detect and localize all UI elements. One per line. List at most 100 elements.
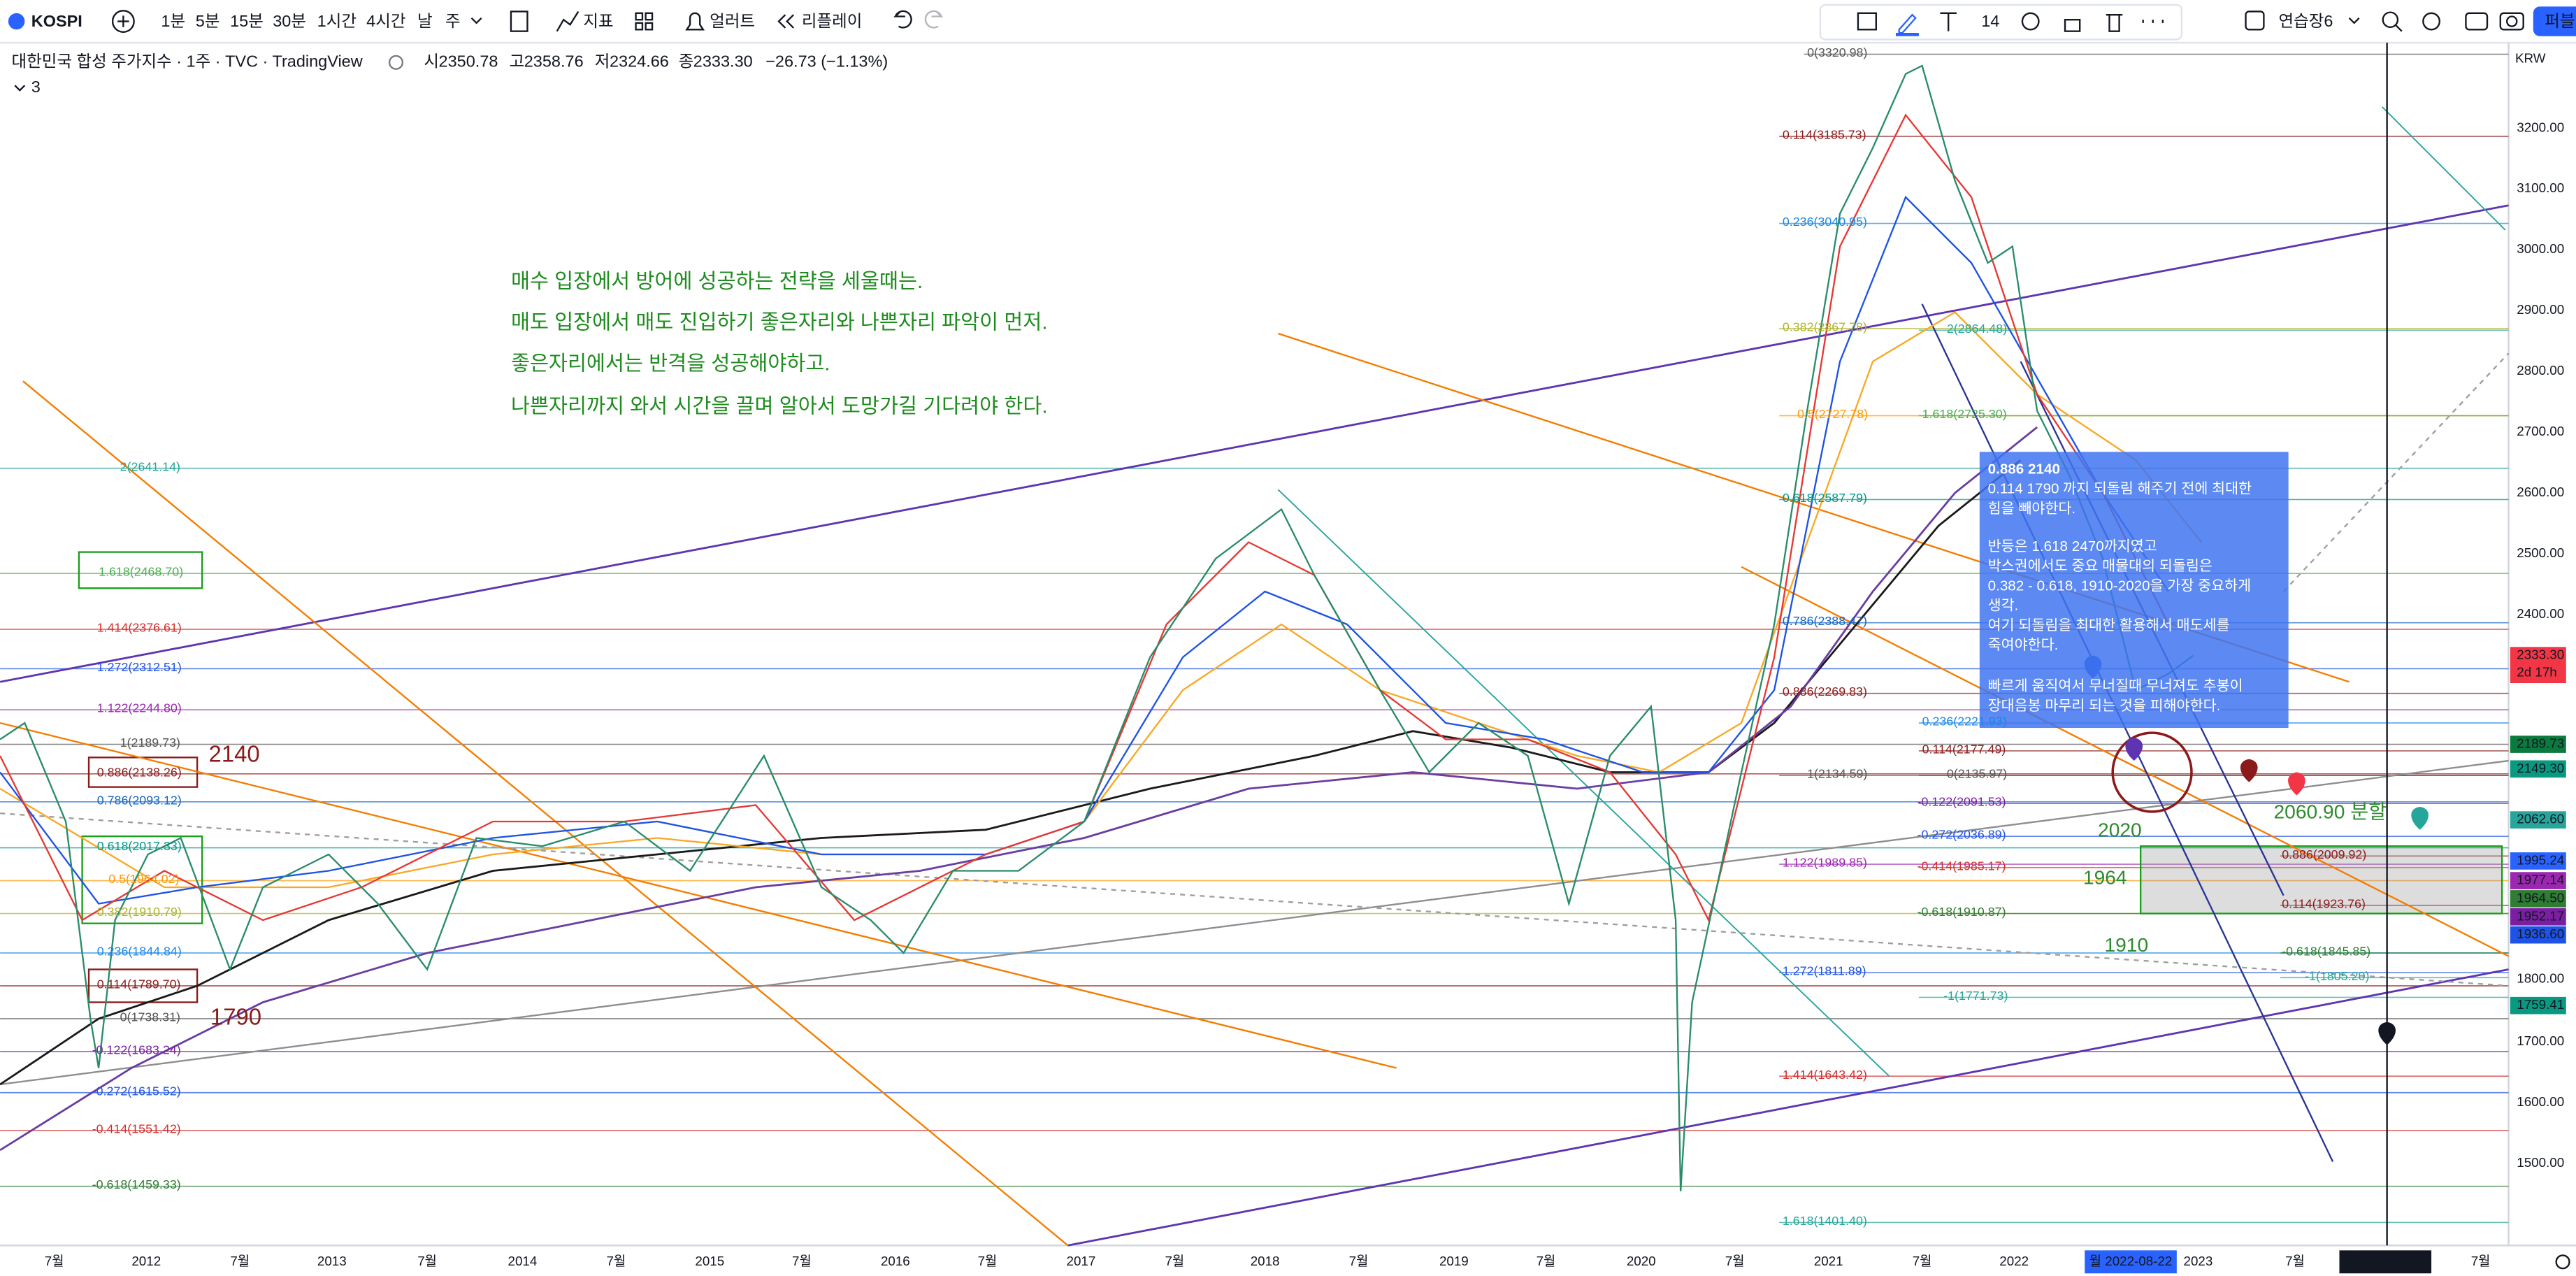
time-tick-label: 7월: [792, 1254, 812, 1268]
ohlc-value: 2333.30: [693, 52, 753, 71]
fib-label: 0.114(1789.70): [97, 977, 181, 991]
time-badge-label: 월 2024-01-01: [2344, 1254, 2427, 1268]
price-tick-label: 3100.00: [2517, 180, 2564, 195]
price-badge: [2510, 908, 2566, 926]
fib-label: 0.114(1923.76): [2282, 896, 2366, 910]
fib-label: 0(3320.98): [1807, 45, 1867, 59]
interval-button[interactable]: 30분: [273, 12, 306, 30]
price-tick-label: 1600.00: [2517, 1094, 2564, 1109]
time-tick-label: 2022: [1999, 1254, 2029, 1268]
pin-marker[interactable]: [2125, 738, 2143, 761]
publish-button[interactable]: [2533, 6, 2576, 36]
lock-tool[interactable]: [2064, 19, 2081, 32]
fib-label: 0.786(2388.47): [1783, 614, 1867, 628]
moving-average: [0, 426, 2038, 1152]
ohlc-value: 2324.66: [610, 52, 669, 71]
time-tick-label: 2023: [2184, 1254, 2213, 1268]
fib-label: 0.5(1964.02): [108, 872, 179, 886]
font-size-button[interactable]: 14: [1981, 12, 1999, 30]
price-badge-label: 2189.73: [2517, 736, 2564, 751]
memo-text: 생각.: [1988, 598, 2019, 614]
redo-button[interactable]: [924, 10, 944, 29]
replay-button[interactable]: 리플레이: [802, 12, 862, 30]
indicators-button[interactable]: 지표: [583, 12, 613, 30]
note-text: 좋은자리에서는 반격을 성공해야하고.: [511, 352, 830, 375]
pin-marker[interactable]: [2411, 806, 2429, 830]
interval-button[interactable]: 1시간: [317, 12, 357, 30]
layout-menu[interactable]: [2348, 17, 2360, 24]
undo-button[interactable]: [893, 10, 912, 29]
templates-icon: [645, 12, 654, 21]
interval-button[interactable]: 15분: [230, 12, 264, 30]
chart-area: [0, 43, 2576, 1247]
note-text: 나쁜자리까지 와서 시간을 끌며 알아서 도망가길 기다려야 한다.: [511, 395, 1048, 418]
fib-label: 1.122(2244.80): [97, 701, 182, 715]
fib-label: 1(2134.59): [1807, 767, 1867, 781]
fib-label: 0.114(3185.73): [1783, 128, 1866, 142]
delete-tool[interactable]: [2106, 13, 2123, 32]
text-color-tool[interactable]: [1940, 12, 1957, 31]
time-tick-label: 2016: [881, 1254, 910, 1268]
memo-text: 박스권에서도 중요 매물대의 되돌림은: [1988, 558, 2212, 574]
alert-icon: [685, 12, 705, 31]
time-tick-label: 7월: [2285, 1254, 2305, 1268]
pin-marker[interactable]: [2288, 772, 2305, 796]
level-label: 1790: [210, 1004, 261, 1030]
price-badge-label: 2062.60: [2517, 812, 2564, 826]
interval-menu[interactable]: [470, 17, 482, 24]
time-tick-label: 7월: [2471, 1254, 2491, 1268]
fib-label: 1.122(1989.85): [1783, 856, 1867, 870]
time-tick-label: 2017: [1067, 1254, 1096, 1268]
line-color-tool[interactable]: [1898, 13, 1917, 34]
settings-button[interactable]: [2422, 12, 2441, 31]
price-tick-label: 3200.00: [2517, 120, 2564, 134]
fib-label: -1(1805.20): [2305, 969, 2369, 983]
fib-label: 0.382(2867.78): [1783, 320, 1867, 334]
interval-button[interactable]: 1분: [161, 12, 185, 30]
fib-label: 0(2135.97): [1947, 767, 2007, 781]
level-label: 2020: [2098, 819, 2142, 841]
publish-label[interactable]: 퍼블: [2545, 12, 2575, 30]
price-badge: [2510, 996, 2566, 1015]
legend-collapse[interactable]: [14, 85, 26, 92]
interval-button[interactable]: 주: [445, 12, 461, 30]
templates-button[interactable]: [635, 12, 644, 21]
template-tool[interactable]: [1857, 12, 1877, 31]
fib-label: 1.272(1811.89): [1783, 964, 1866, 978]
snapshot-button[interactable]: [2499, 12, 2524, 31]
layout-icon: [2245, 10, 2265, 31]
axis-settings-button[interactable]: [2555, 1254, 2570, 1270]
fib-label: -1(1771.73): [1943, 989, 2008, 1003]
pin-marker[interactable]: [2378, 1021, 2396, 1045]
price-tick-label: 1500.00: [2517, 1155, 2564, 1170]
chart-type-button[interactable]: [510, 10, 528, 32]
price-badge: [2510, 760, 2566, 778]
snapshot-icon: [2506, 15, 2518, 27]
add-symbol-icon: [117, 15, 129, 27]
price-badge: [2510, 736, 2566, 753]
time-tick-label: 7월: [45, 1254, 64, 1268]
fib-label: 0(1738.31): [120, 1010, 180, 1024]
interval-button[interactable]: 날: [417, 12, 433, 30]
level-label: 1964: [2083, 866, 2127, 889]
price-tick-label: 2500.00: [2517, 545, 2564, 560]
fullscreen-button[interactable]: [2465, 12, 2489, 31]
price-change: −26.73 (−1.13%): [765, 52, 888, 71]
pin-marker[interactable]: [2240, 759, 2258, 782]
alerts-button[interactable]: 얼러트: [710, 12, 755, 30]
level-box: [78, 551, 203, 589]
ohlc-label: 고: [510, 52, 525, 71]
interval-button[interactable]: 5분: [196, 12, 220, 30]
memo-text: 0.114 1790 까지 되돌림 해주기 전에 최대한: [1988, 481, 2252, 497]
ohlc-label: 저: [595, 52, 610, 71]
layout-name[interactable]: 연습장6: [2279, 12, 2333, 30]
ohlc-value: 2350.78: [439, 52, 498, 71]
trend-line: [1067, 968, 2509, 1247]
settings-tool[interactable]: [2021, 12, 2040, 31]
search-button[interactable]: [2382, 11, 2399, 28]
interval-button[interactable]: 4시간: [366, 12, 405, 30]
memo-text: 힘을 빼야한다.: [1988, 501, 2076, 517]
symbol-name[interactable]: KOSPI: [31, 12, 82, 30]
add-symbol-button[interactable]: [111, 10, 135, 33]
